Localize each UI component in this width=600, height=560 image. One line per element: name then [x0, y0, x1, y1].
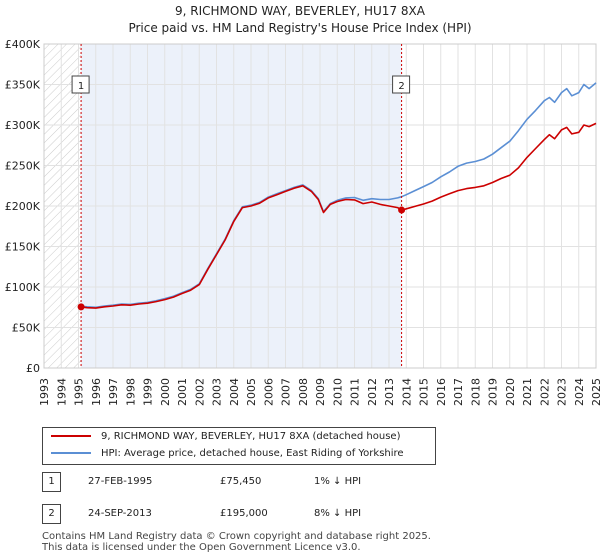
sale-marker-label: 2: [398, 81, 404, 92]
x-tick-label: 2020: [504, 378, 517, 406]
x-tick-label: 2012: [366, 378, 379, 406]
y-tick-label: £0: [26, 362, 40, 375]
x-tick-label: 1997: [107, 378, 120, 406]
x-tick-label: 2007: [280, 378, 293, 406]
chart-title-line2: Price paid vs. HM Land Registry's House …: [128, 21, 472, 35]
x-tick-label: 2003: [211, 378, 224, 406]
x-tick-label: 2013: [383, 378, 396, 406]
x-tick-label: 1998: [124, 378, 137, 406]
x-tick-label: 1993: [38, 378, 51, 406]
x-tick-label: 2017: [452, 378, 465, 406]
property-price-line: [80, 122, 597, 309]
transaction-price: £75,450: [220, 476, 262, 487]
chart-title-line1: 9, RICHMOND WAY, BEVERLEY, HU17 8XA: [175, 4, 425, 18]
x-tick-label: 2019: [487, 378, 500, 406]
y-tick-label: £100K: [5, 281, 41, 294]
x-tick-label: 2023: [556, 378, 569, 406]
legend-label-property: 9, RICHMOND WAY, BEVERLEY, HU17 8XA (det…: [101, 431, 401, 442]
x-tick-label: 2006: [262, 378, 275, 406]
x-tick-label: 2024: [573, 378, 586, 406]
sale-marker-box: [71, 75, 90, 94]
x-tick-label: 1999: [142, 378, 155, 406]
y-tick-label: £350K: [5, 79, 41, 92]
y-tick-label: £50K: [12, 322, 41, 335]
x-tick-label: 2008: [297, 378, 310, 406]
transaction-hpi-diff: 1% ↓ HPI: [314, 476, 362, 487]
x-tick-label: 2015: [418, 378, 431, 406]
x-tick-label: 2010: [331, 378, 344, 406]
x-tick-label: 2022: [538, 378, 551, 406]
x-tick-label: 2011: [349, 378, 362, 406]
x-tick-label: 2000: [159, 378, 172, 406]
y-tick-label: £200K: [5, 200, 41, 213]
x-tick-label: 1994: [55, 378, 68, 406]
x-tick-label: 2004: [228, 378, 241, 406]
x-tick-label: 2002: [193, 378, 206, 406]
x-tick-label: 2001: [176, 378, 189, 406]
footer-license: This data is licensed under the Open Gov…: [42, 542, 361, 553]
y-tick-label: £400K: [5, 38, 41, 51]
y-tick-label: £300K: [5, 119, 41, 132]
x-tick-label: 2016: [435, 378, 448, 406]
transaction-number-badge: 1: [42, 472, 61, 492]
legend-entry-hpi: HPI: Average price, detached house, East…: [51, 446, 404, 462]
x-tick-label: 2005: [245, 378, 258, 406]
footer-copyright: Contains HM Land Registry data © Crown c…: [42, 531, 431, 542]
legend-entry-property: 9, RICHMOND WAY, BEVERLEY, HU17 8XA (det…: [51, 429, 401, 445]
x-tick-label: 2009: [314, 378, 327, 406]
x-tick-label: 2025: [590, 378, 600, 406]
chart-legend: 9, RICHMOND WAY, BEVERLEY, HU17 8XA (det…: [42, 427, 436, 465]
x-tick-label: 2018: [469, 378, 482, 406]
transaction-number-badge: 2: [42, 504, 61, 524]
transaction-date: 24-SEP-2013: [88, 508, 152, 519]
x-tick-label: 2014: [400, 378, 413, 406]
transaction-hpi-diff: 8% ↓ HPI: [314, 508, 362, 519]
x-tick-label: 2021: [521, 378, 534, 406]
sale-point: [398, 206, 406, 214]
sale-marker-box: [392, 75, 411, 94]
x-tick-label: 1995: [73, 378, 86, 406]
transaction-date: 27-FEB-1995: [88, 476, 153, 487]
plot-frame: [43, 43, 597, 369]
y-tick-label: £250K: [5, 160, 41, 173]
legend-swatch-hpi: [51, 452, 91, 454]
legend-swatch-property: [51, 435, 91, 437]
price-chart: £0 £50K £100K £150K £200K £250K £300K £350K £400…: [5, 38, 600, 406]
sale-point: [77, 303, 85, 311]
y-tick-label: £150K: [5, 241, 41, 254]
transaction-price: £195,000: [220, 508, 268, 519]
x-tick-label: 1996: [90, 378, 103, 406]
sale-marker-label: 1: [78, 81, 84, 92]
legend-label-hpi: HPI: Average price, detached house, East…: [101, 448, 404, 459]
